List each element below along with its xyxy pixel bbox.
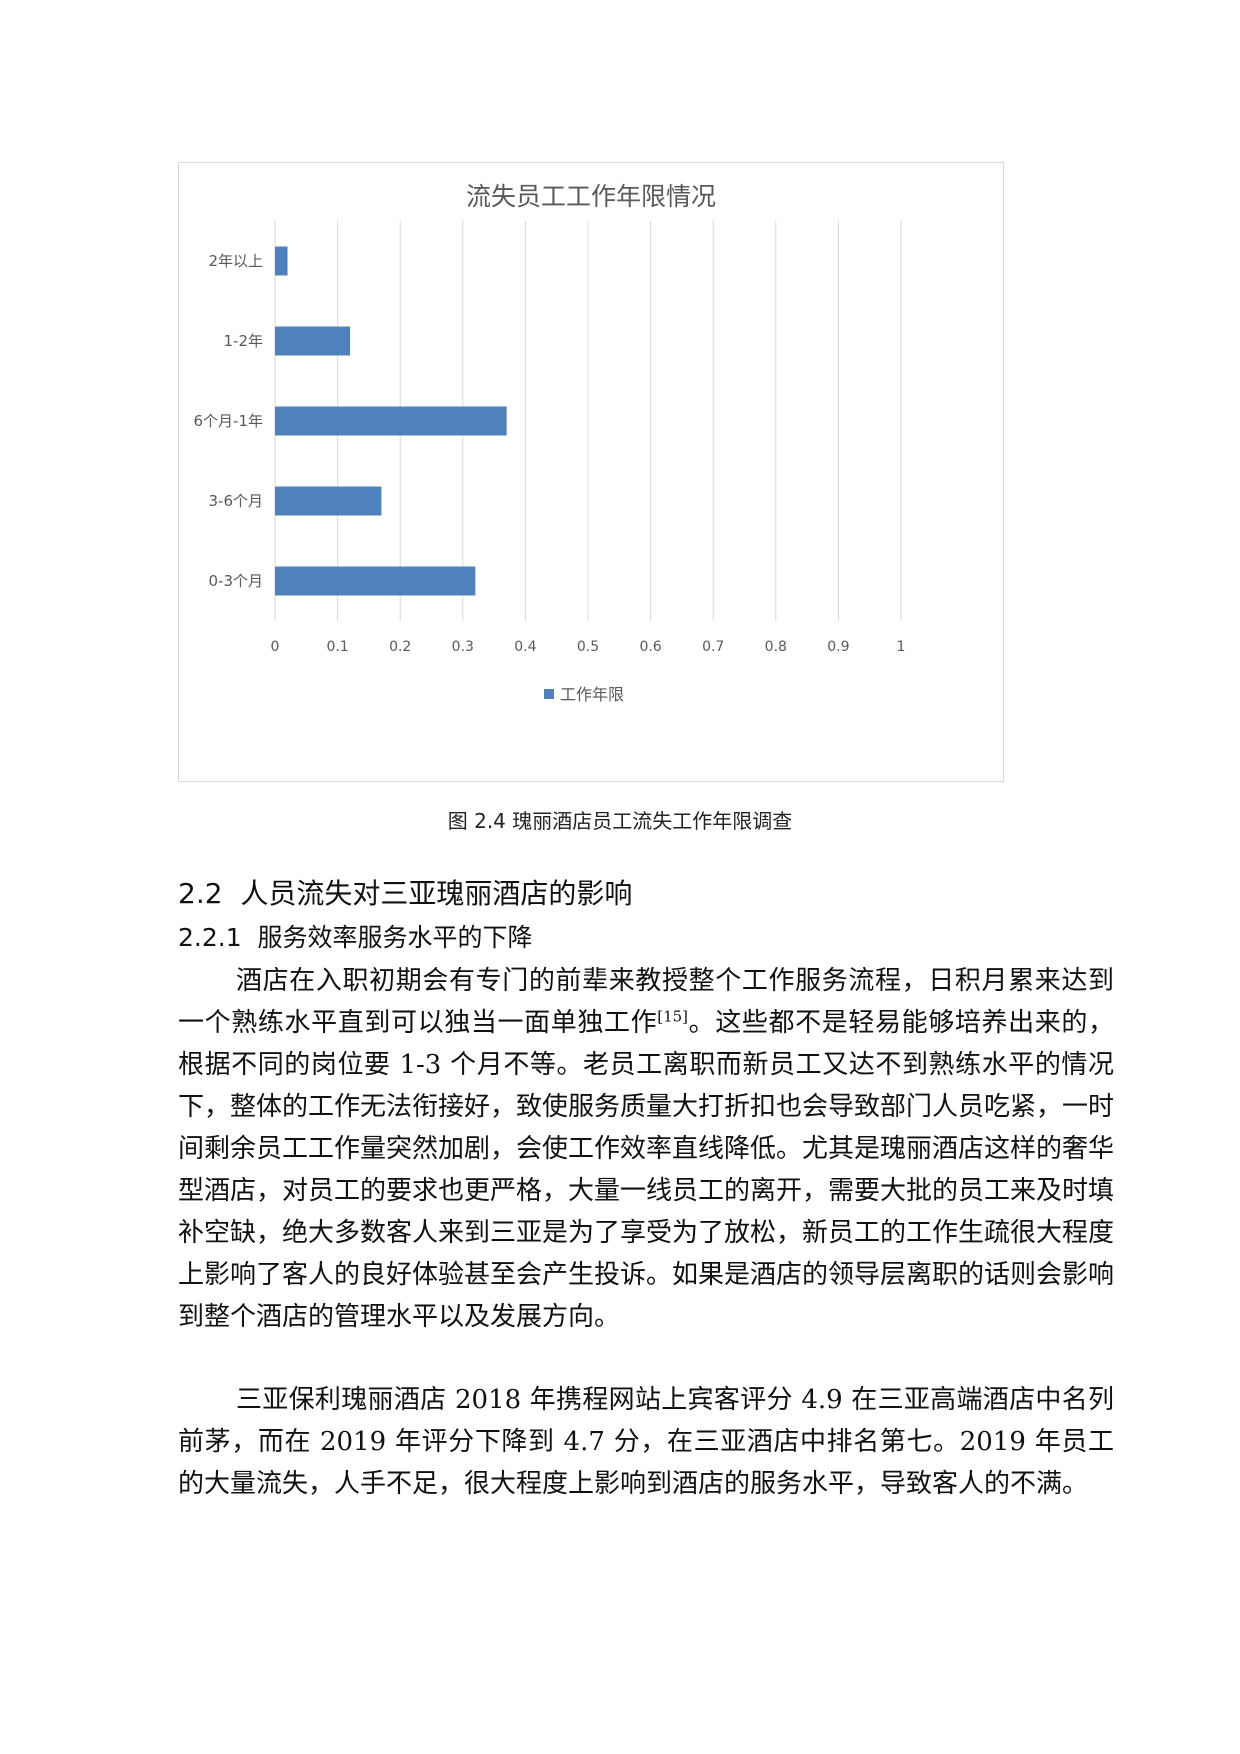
chart-frame: 流失员工工作年限情况 2年以上 1-2年 6个月-1年 3-6个月 0-3个月 0 0.1… — [178, 162, 1004, 782]
x-tick-label: 0.7 — [702, 639, 724, 655]
x-tick-label: 0.9 — [827, 639, 849, 655]
bar — [275, 566, 476, 596]
subsection-heading: 2.2.1 服务效率服务水平的下降 — [178, 923, 533, 952]
figure-caption: 图 2.4 瑰丽酒店员工流失工作年限调查 — [447, 809, 793, 833]
bar — [275, 406, 507, 436]
y-category-label: 3-6个月 — [209, 492, 264, 510]
x-tick-label: 0.4 — [514, 639, 536, 655]
x-tick-label: 1 — [897, 639, 906, 655]
chart-title: 流失员工工作年限情况 — [466, 182, 716, 211]
legend-label: 工作年限 — [560, 685, 624, 704]
citation-ref: [15] — [657, 1007, 689, 1026]
chart-legend: 工作年限 — [544, 685, 624, 704]
y-category-label: 1-2年 — [224, 332, 264, 350]
body-paragraph-2: 三亚保利瑰丽酒店 2018 年携程网站上宾客评分 4.9 在三亚高端酒店中名列前… — [178, 1385, 1114, 1499]
x-tick-label: 0.6 — [639, 639, 661, 655]
body-paragraph-1: 酒店在入职初期会有专门的前辈来教授整个工作服务流程，日积月累来达到一个熟练水平直… — [178, 960, 1114, 1338]
legend-swatch — [544, 689, 554, 699]
paragraph-1-text-a: 酒店在入职初期会有专门的前辈来教授整个工作服务流程，日积月累来达到一个熟练水平直… — [178, 966, 1114, 1038]
bar — [275, 326, 351, 356]
x-tick-label: 0 — [271, 639, 280, 655]
y-category-label: 2年以上 — [208, 252, 263, 270]
x-tick-label: 0.3 — [452, 639, 474, 655]
x-tick-label: 0.5 — [577, 639, 599, 655]
bar-chart: 流失员工工作年限情况 2年以上 1-2年 6个月-1年 3-6个月 0-3个月 0 0.1… — [194, 182, 906, 704]
section-heading: 2.2 人员流失对三亚瑰丽酒店的影响 — [178, 877, 633, 910]
x-tick-label: 0.1 — [326, 639, 348, 655]
y-category-label: 6个月-1年 — [194, 412, 264, 430]
paragraph-1-text-b: 。这些都不是轻易能够培养出来的，根据不同的岗位要 1-3 个月不等。老员工离职而… — [178, 1008, 1115, 1332]
bar — [275, 486, 382, 516]
y-category-label: 0-3个月 — [209, 572, 264, 590]
bar — [275, 246, 288, 276]
x-tick-label: 0.2 — [389, 639, 411, 655]
x-tick-label: 0.8 — [765, 639, 787, 655]
